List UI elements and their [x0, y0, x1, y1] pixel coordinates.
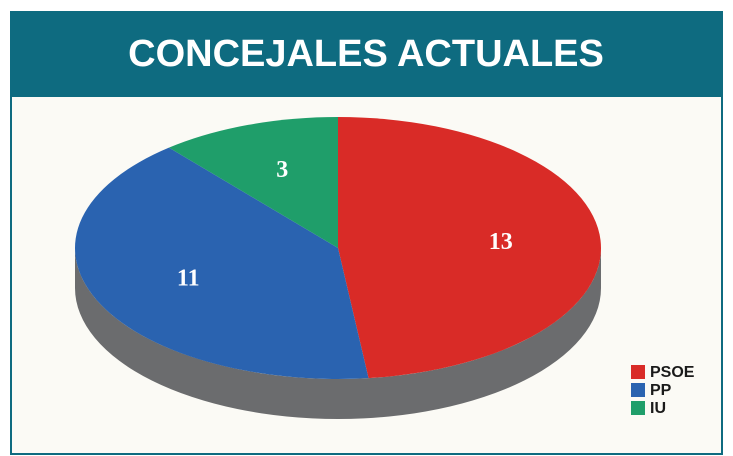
- pie-side: [75, 248, 601, 419]
- legend-swatch: [631, 401, 645, 415]
- pie-slice: [338, 117, 602, 379]
- chart-title: CONCEJALES ACTUALES: [128, 33, 604, 75]
- legend-label: PP: [650, 382, 672, 399]
- legend-swatch: [631, 365, 645, 379]
- value-label: 13: [489, 229, 513, 255]
- value-label: 3: [276, 157, 288, 183]
- legend-label: IU: [650, 400, 666, 417]
- legend-swatch: [631, 383, 645, 397]
- pie: 13 11 3: [74, 117, 602, 419]
- header: [11, 12, 722, 97]
- value-label: 11: [177, 266, 200, 292]
- pie-slice: [168, 117, 338, 248]
- pie-slice: [74, 147, 369, 380]
- legend-label: PSOE: [650, 364, 695, 381]
